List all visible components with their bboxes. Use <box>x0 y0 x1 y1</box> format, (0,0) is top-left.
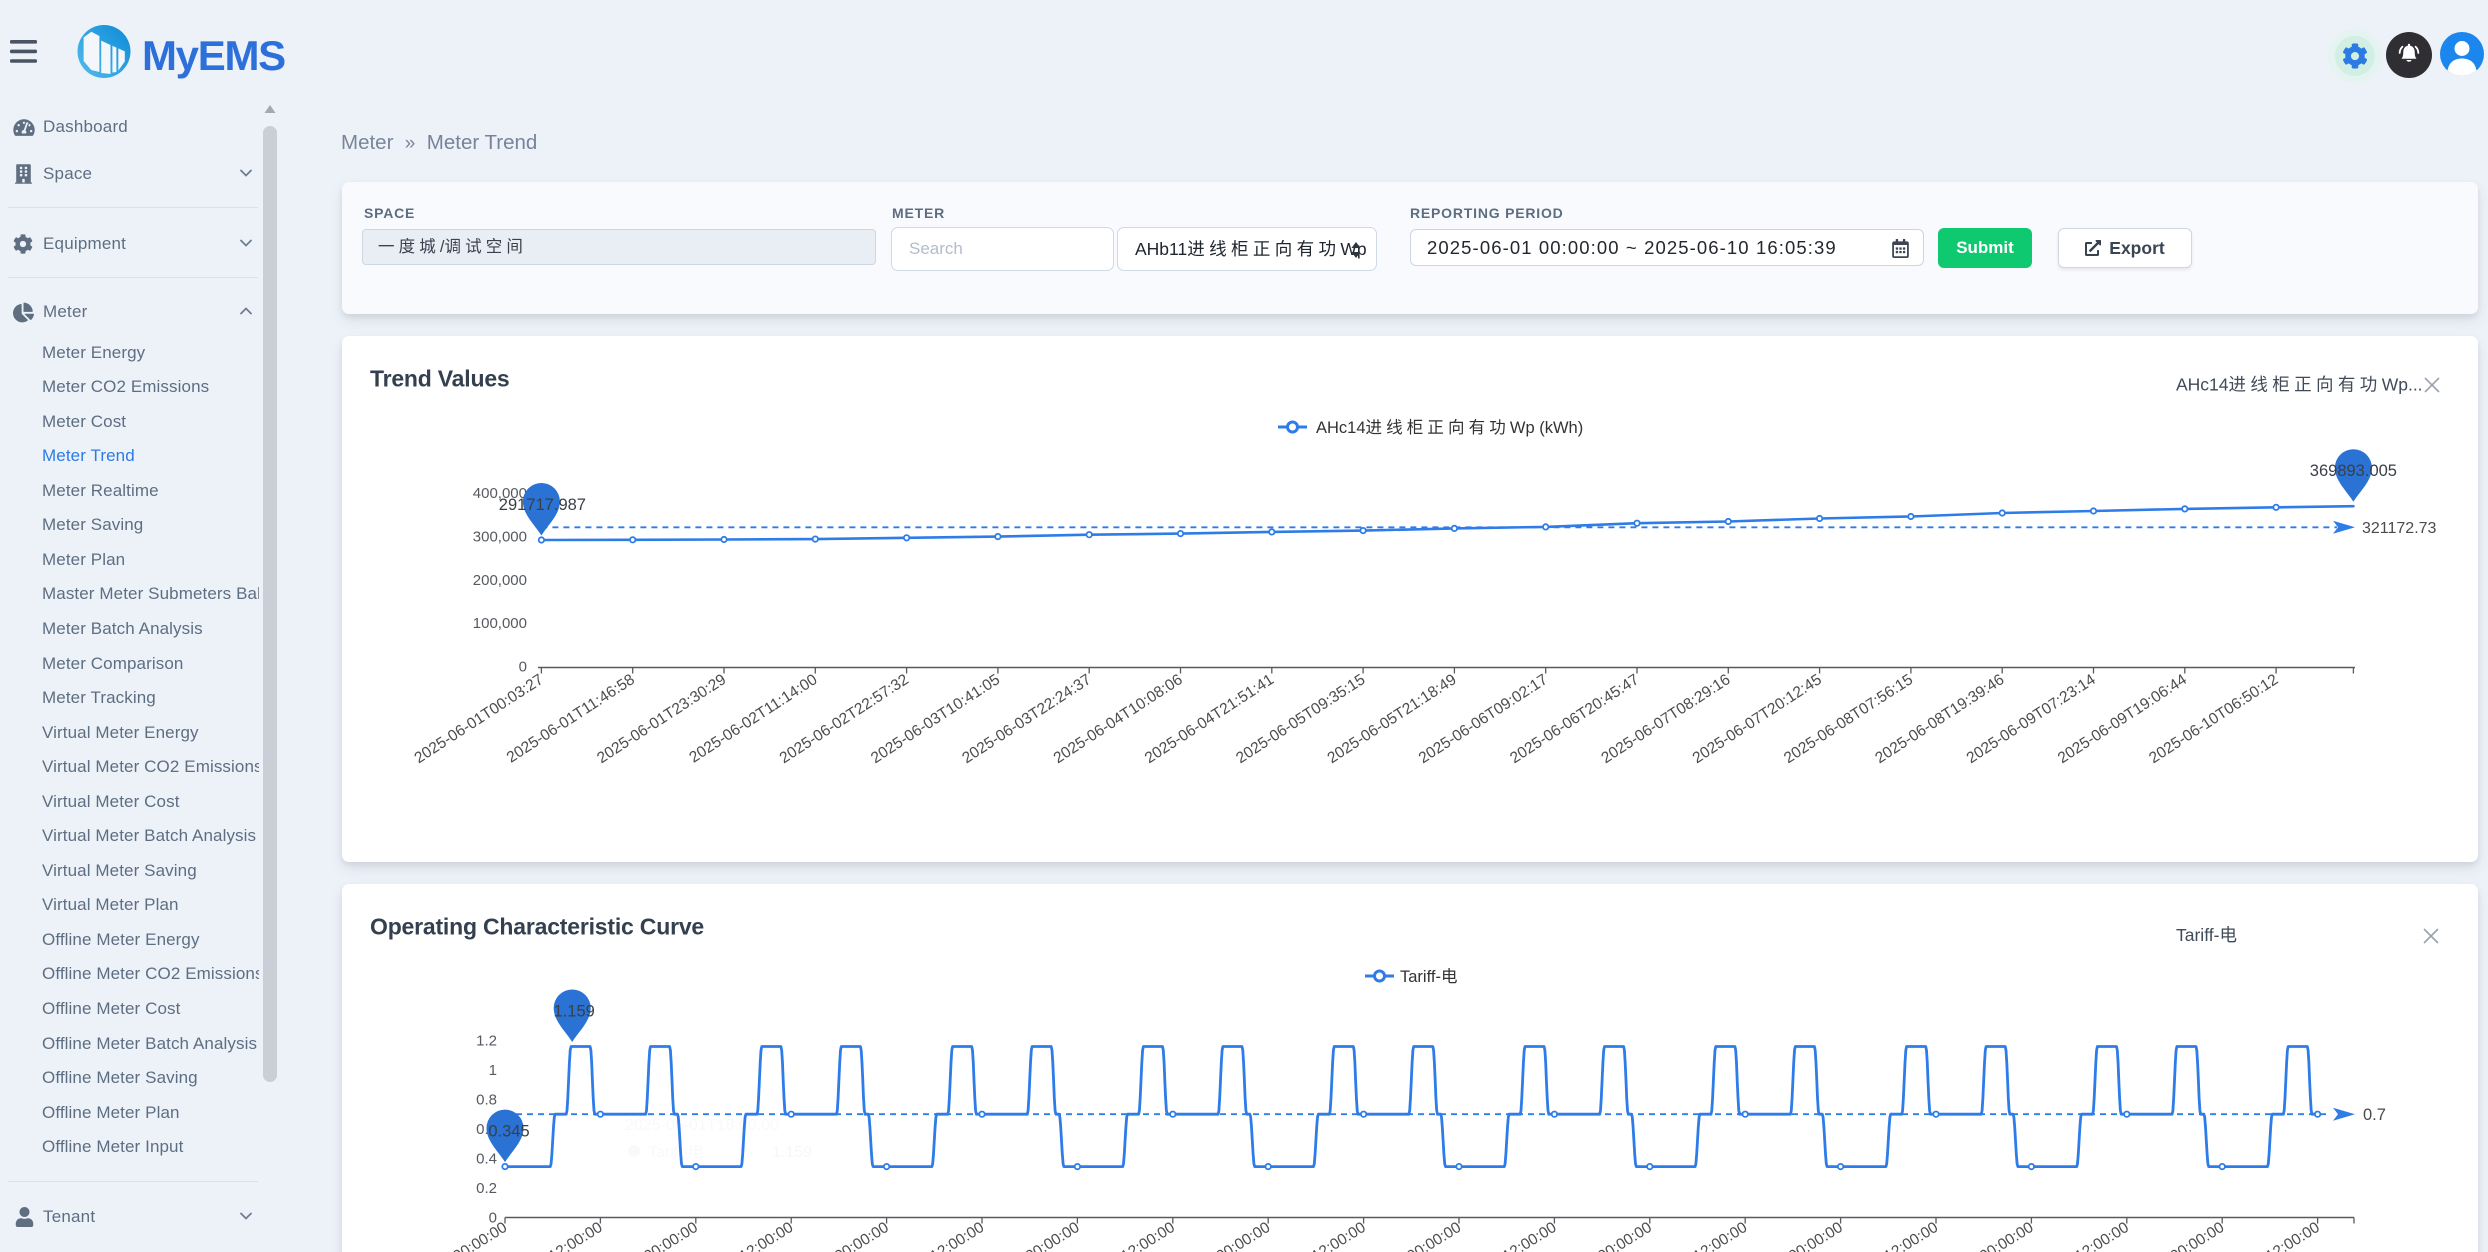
svg-text:0.8: 0.8 <box>476 1092 497 1109</box>
svg-text:0.4: 0.4 <box>476 1151 497 1168</box>
svg-text:1: 1 <box>489 1062 497 1079</box>
svg-text:200,000: 200,000 <box>473 572 527 589</box>
svg-text:Trend Values: Trend Values <box>370 366 510 392</box>
svg-text:Tariff-电: Tariff-电 <box>2176 925 2241 945</box>
svg-text:0.345: 0.345 <box>488 1123 529 1141</box>
svg-text:291717.987: 291717.987 <box>499 496 586 514</box>
svg-text:Tariff-电: Tariff-电 <box>1400 967 1462 986</box>
svg-text:0: 0 <box>519 659 527 676</box>
svg-text:100,000: 100,000 <box>473 615 527 632</box>
svg-text:AHc14进线柜正向有功Wp (kWh): AHc14进线柜正向有功Wp (kWh) <box>1316 418 1583 437</box>
svg-text:0: 0 <box>489 1210 497 1227</box>
svg-text:Tariff-电: Tariff-电 <box>648 1143 708 1161</box>
svg-text:321172.73: 321172.73 <box>2362 520 2437 537</box>
svg-text:1.2: 1.2 <box>476 1033 497 1050</box>
svg-text:AHc14进线柜正向有功Wp...: AHc14进线柜正向有功Wp... <box>2176 375 2423 395</box>
svg-text:Operating Characteristic Curve: Operating Characteristic Curve <box>370 914 704 940</box>
svg-text:369893.005: 369893.005 <box>2310 462 2397 480</box>
svg-text:400,000: 400,000 <box>473 485 527 502</box>
svg-text:0.2: 0.2 <box>476 1180 497 1197</box>
svg-text:1.159: 1.159 <box>772 1144 812 1161</box>
svg-text:1.159: 1.159 <box>554 1003 595 1021</box>
svg-text:2025-06-01T18:00:00: 2025-06-01T18:00:00 <box>625 1117 779 1134</box>
svg-text:300,000: 300,000 <box>473 528 527 545</box>
svg-text:0.7: 0.7 <box>2363 1106 2386 1124</box>
